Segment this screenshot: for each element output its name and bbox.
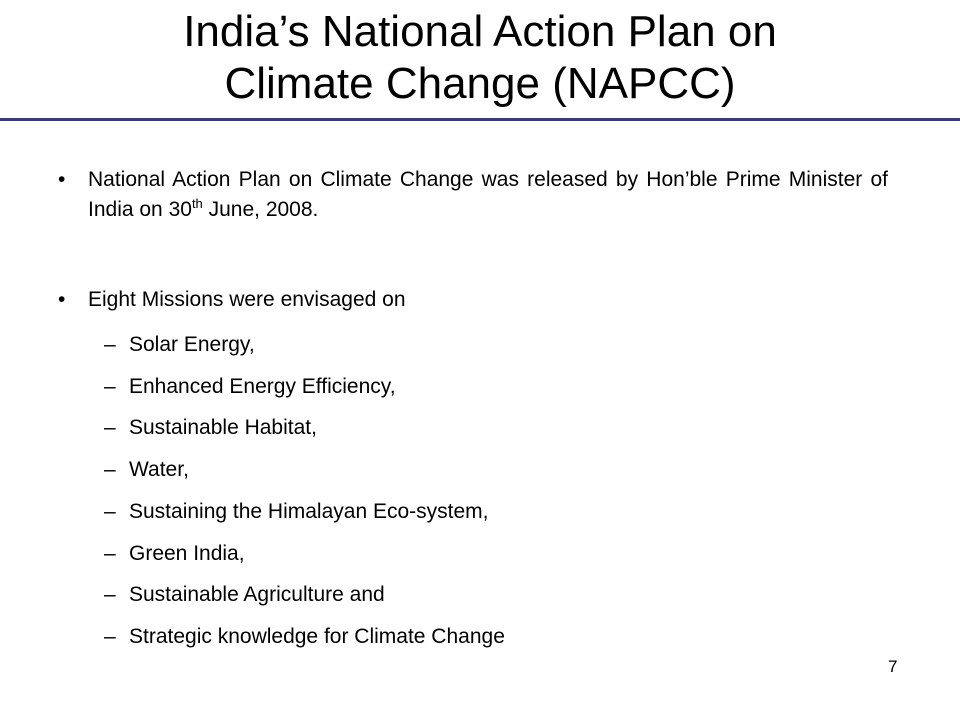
ordinal-superscript: th	[191, 196, 203, 211]
mission-label: Strategic knowledge for Climate Change	[129, 625, 505, 648]
dash-icon: –	[104, 500, 116, 523]
bullet-text: National Action Plan on Climate Change w…	[88, 165, 888, 225]
dash-icon: –	[104, 583, 116, 606]
mission-item: – Sustainable Habitat,	[104, 413, 804, 443]
dash-icon: –	[104, 333, 116, 356]
slide-title: India’s National Action Plan on Climate …	[0, 6, 960, 110]
bullet-missions-intro: • Eight Missions were envisaged on	[58, 285, 888, 317]
title-divider	[0, 118, 960, 121]
mission-item: – Enhanced Energy Efficiency,	[104, 372, 804, 402]
mission-item: – Water,	[104, 455, 804, 485]
mission-label: Sustainable Habitat,	[129, 416, 317, 439]
mission-item: – Sustaining the Himalayan Eco-system,	[104, 497, 804, 527]
mission-label: Enhanced Energy Efficiency,	[129, 375, 396, 398]
bullet-release-info: • National Action Plan on Climate Change…	[58, 165, 888, 235]
dash-icon: –	[104, 458, 116, 481]
mission-label: Solar Energy,	[129, 333, 255, 356]
mission-item: – Strategic knowledge for Climate Change	[104, 622, 804, 652]
bullet-text-main: National Action Plan on Climate Change w…	[88, 168, 888, 221]
mission-label: Green India,	[129, 542, 245, 565]
mission-label: Sustaining the Himalayan Eco-system,	[129, 500, 489, 523]
dash-icon: –	[104, 625, 116, 648]
dash-icon: –	[104, 542, 116, 565]
title-line-2: Climate Change (NAPCC)	[224, 59, 736, 108]
dash-icon: –	[104, 416, 116, 439]
mission-label: Sustainable Agriculture and	[129, 583, 385, 606]
bullet-text: Eight Missions were envisaged on	[88, 288, 406, 311]
mission-item: – Sustainable Agriculture and	[104, 580, 804, 610]
mission-item: – Green India,	[104, 539, 804, 569]
bullet-icon: •	[58, 168, 66, 191]
bullet-text-date: June, 2008.	[202, 198, 319, 221]
mission-label: Water,	[129, 458, 189, 481]
dash-icon: –	[104, 375, 116, 398]
page-number: 7	[888, 657, 898, 676]
title-line-1: India’s National Action Plan on	[183, 7, 777, 56]
mission-item: – Solar Energy,	[104, 330, 804, 360]
bullet-icon: •	[58, 288, 66, 311]
